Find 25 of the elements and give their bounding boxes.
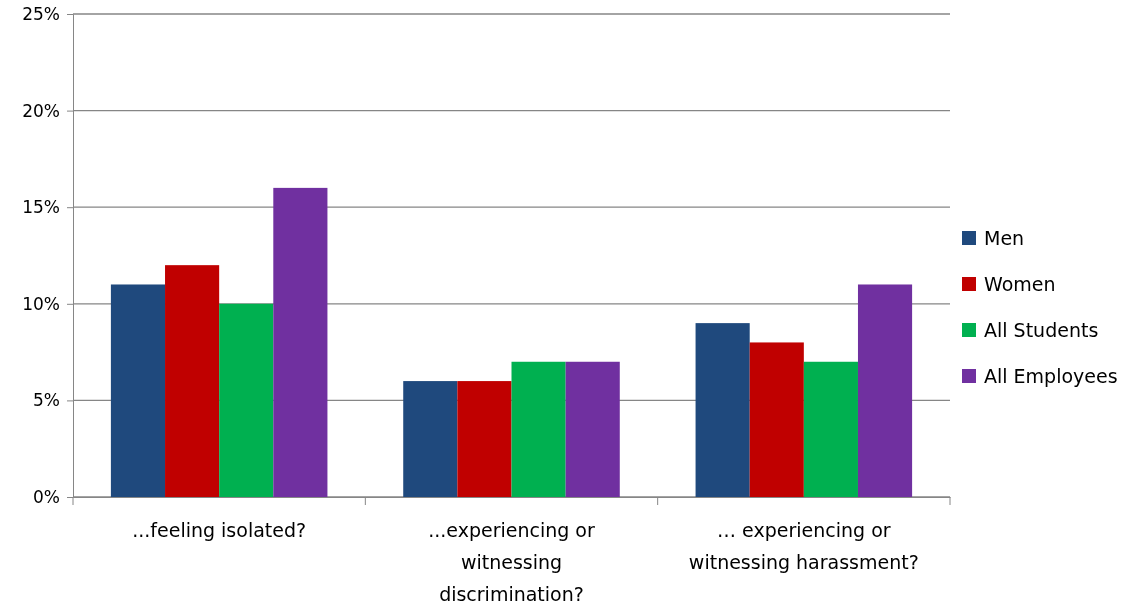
bar — [110, 284, 166, 497]
y-tick-label: 0% — [33, 486, 60, 507]
y-tick-label: 25% — [22, 3, 60, 24]
bar — [403, 381, 458, 497]
legend-label: All Employees — [984, 365, 1118, 387]
legend-label: Women — [984, 273, 1056, 295]
y-tick-label: 15% — [22, 197, 60, 218]
bar — [273, 187, 328, 497]
bar — [165, 265, 220, 497]
y-tick-label: 20% — [22, 100, 60, 121]
bar — [219, 303, 274, 497]
bar — [803, 361, 858, 497]
bar — [511, 361, 566, 497]
x-tick-label: ...feeling isolated? — [132, 519, 307, 541]
bar — [857, 284, 913, 497]
x-tick-label: ...experiencing or witnessing discrimination? — [428, 519, 595, 605]
y-tick-label: 10% — [22, 293, 60, 314]
legend-label: Men — [984, 227, 1025, 249]
y-tick-label: 5% — [33, 390, 60, 411]
bar — [457, 381, 512, 497]
bar — [695, 323, 750, 497]
legend-label: All Students — [984, 319, 1099, 341]
x-tick-label: … experiencing or witnessing harassment? — [688, 519, 919, 573]
bar — [749, 342, 804, 497]
bar — [565, 361, 620, 497]
